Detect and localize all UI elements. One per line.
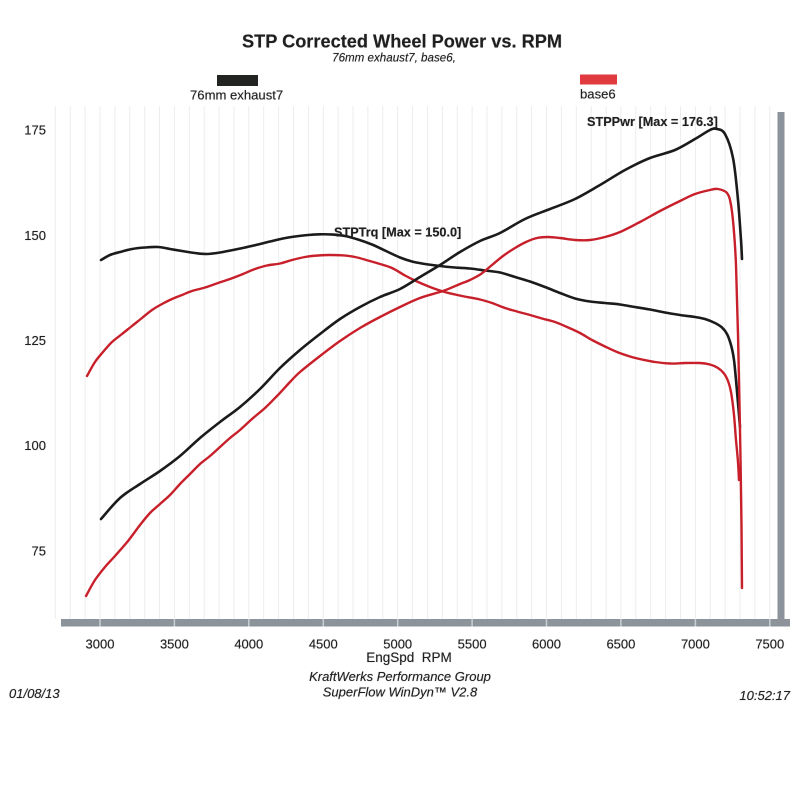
svg-text:EngSpd RPM: EngSpd RPM: [366, 650, 452, 665]
svg-text:6500: 6500: [606, 637, 635, 652]
svg-text:4500: 4500: [309, 637, 338, 652]
svg-text:base6: base6: [580, 87, 616, 102]
svg-text:6000: 6000: [532, 637, 561, 652]
svg-text:76mm exhaust7, base6,: 76mm exhaust7, base6,: [332, 52, 456, 65]
svg-text:100: 100: [24, 438, 46, 453]
svg-text:5000: 5000: [383, 637, 412, 652]
svg-text:STPPwr [Max = 176.3]: STPPwr [Max = 176.3]: [587, 115, 718, 129]
svg-text:STP Corrected Wheel Power vs.: STP Corrected Wheel Power vs. RPM: [242, 32, 562, 52]
svg-text:150: 150: [24, 228, 46, 243]
svg-text:STPTrq [Max = 150.0]: STPTrq [Max = 150.0]: [334, 226, 461, 240]
svg-text:175: 175: [24, 123, 46, 138]
svg-text:3000: 3000: [86, 637, 115, 652]
svg-text:SuperFlow WinDyn™ V2.8: SuperFlow WinDyn™ V2.8: [323, 685, 478, 700]
svg-text:7500: 7500: [755, 637, 784, 652]
svg-text:7000: 7000: [681, 637, 710, 652]
svg-text:75: 75: [32, 544, 46, 559]
svg-text:10:52:17: 10:52:17: [739, 688, 790, 703]
svg-text:4000: 4000: [234, 637, 263, 652]
svg-text:76mm exhaust7: 76mm exhaust7: [190, 88, 283, 103]
svg-text:KraftWerks Performance Group: KraftWerks Performance Group: [309, 669, 491, 684]
svg-text:125: 125: [24, 333, 46, 348]
svg-text:5500: 5500: [458, 637, 487, 652]
svg-text:01/08/13: 01/08/13: [9, 686, 60, 701]
svg-text:3500: 3500: [160, 637, 189, 652]
